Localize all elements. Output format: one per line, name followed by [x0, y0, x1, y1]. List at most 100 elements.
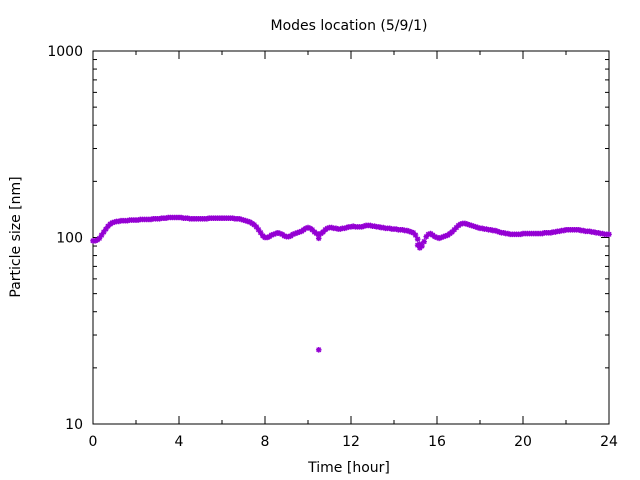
x-tick-label: 12: [342, 434, 360, 450]
data-point: [275, 229, 281, 236]
data-point: [453, 224, 460, 231]
data-point: [324, 225, 331, 232]
data-point: [255, 226, 262, 233]
data-point: [350, 223, 356, 229]
data-point: [96, 235, 103, 242]
data-point: [257, 229, 264, 236]
data-point: [253, 224, 260, 230]
data-point: [417, 245, 423, 251]
data-point: [539, 230, 546, 237]
data-point: [320, 229, 326, 235]
data-point: [341, 225, 348, 232]
data-point: [361, 223, 367, 229]
data-point: [500, 229, 507, 236]
data-point: [264, 234, 270, 241]
data-point: [380, 224, 387, 231]
data-point: [251, 221, 258, 228]
data-point: [333, 225, 339, 232]
data-point: [399, 226, 406, 233]
data-point: [371, 223, 378, 229]
data-point: [475, 224, 481, 231]
data-point: [436, 235, 442, 242]
data-point: [449, 229, 455, 235]
data-point: [421, 238, 427, 245]
data-point: [472, 224, 479, 230]
data-point: [393, 226, 399, 232]
data-point: [586, 228, 593, 235]
data-point: [548, 229, 554, 236]
data-point: [470, 223, 477, 229]
data-point: [432, 233, 438, 240]
data-point: [305, 224, 311, 231]
data-points: [90, 214, 612, 353]
data-point: [348, 224, 354, 230]
data-point: [277, 230, 283, 237]
data-point: [100, 229, 107, 235]
data-point: [492, 227, 498, 234]
data-point: [434, 234, 440, 241]
x-tick-label: 24: [600, 434, 618, 450]
data-point: [315, 231, 322, 238]
data-point: [599, 230, 606, 237]
plot-frame: [92, 50, 610, 425]
data-point: [414, 236, 421, 242]
axis-ticks: [92, 50, 610, 425]
data-point: [595, 229, 602, 236]
data-point: [406, 228, 412, 235]
data-point: [105, 223, 111, 229]
data-point: [98, 232, 105, 238]
x-tick-label: 20: [514, 434, 532, 450]
data-point: [337, 226, 344, 232]
y-tick-label: 10: [65, 417, 83, 433]
x-tick-label: 0: [89, 434, 98, 450]
data-point: [552, 229, 559, 235]
data-point: [309, 226, 316, 233]
data-point: [268, 232, 275, 238]
data-point: [591, 229, 597, 235]
data-point: [412, 232, 419, 238]
data-point: [440, 233, 447, 240]
data-point: [281, 233, 288, 239]
x-tick-label: 8: [261, 434, 270, 450]
data-point: [313, 230, 320, 237]
data-point: [451, 226, 457, 233]
y-tick-label: 100: [56, 231, 83, 247]
data-point: [367, 222, 374, 229]
data-point: [103, 226, 109, 232]
data-point: [272, 230, 279, 237]
data-point: [292, 230, 298, 237]
data-point: [468, 222, 475, 229]
data-point: [285, 233, 292, 240]
data-point: [386, 225, 393, 232]
data-point: [494, 228, 500, 235]
data-point: [423, 233, 430, 240]
data-point: [496, 229, 503, 235]
x-tick-label: 16: [428, 434, 446, 450]
data-point: [410, 229, 417, 236]
y-axis-label: Particle size [nm]: [8, 176, 24, 297]
data-point: [606, 231, 612, 238]
data-point: [487, 226, 494, 233]
data-point: [505, 230, 511, 237]
data-point: [328, 224, 335, 231]
data-point: [425, 231, 432, 238]
axis-tick-labels: 0 4 8 12 16 20 24 10 100 1000: [47, 44, 618, 450]
x-axis-label: Time [hour]: [307, 460, 390, 476]
data-point: [479, 225, 485, 232]
data-point: [483, 226, 490, 232]
data-point: [303, 225, 309, 232]
chart-title: Modes location (5/9/1): [271, 18, 428, 34]
data-point: [408, 229, 414, 235]
data-point: [315, 235, 322, 242]
data-point: [92, 238, 98, 244]
data-point: [414, 242, 421, 248]
x-tick-label: 4: [175, 434, 184, 450]
data-point: [518, 231, 524, 238]
data-point: [358, 224, 365, 230]
data-point: [270, 231, 277, 238]
data-point: [556, 228, 563, 235]
data-point: [376, 224, 382, 230]
data-point: [561, 227, 567, 234]
data-point: [580, 227, 586, 234]
data-point: [438, 234, 445, 241]
